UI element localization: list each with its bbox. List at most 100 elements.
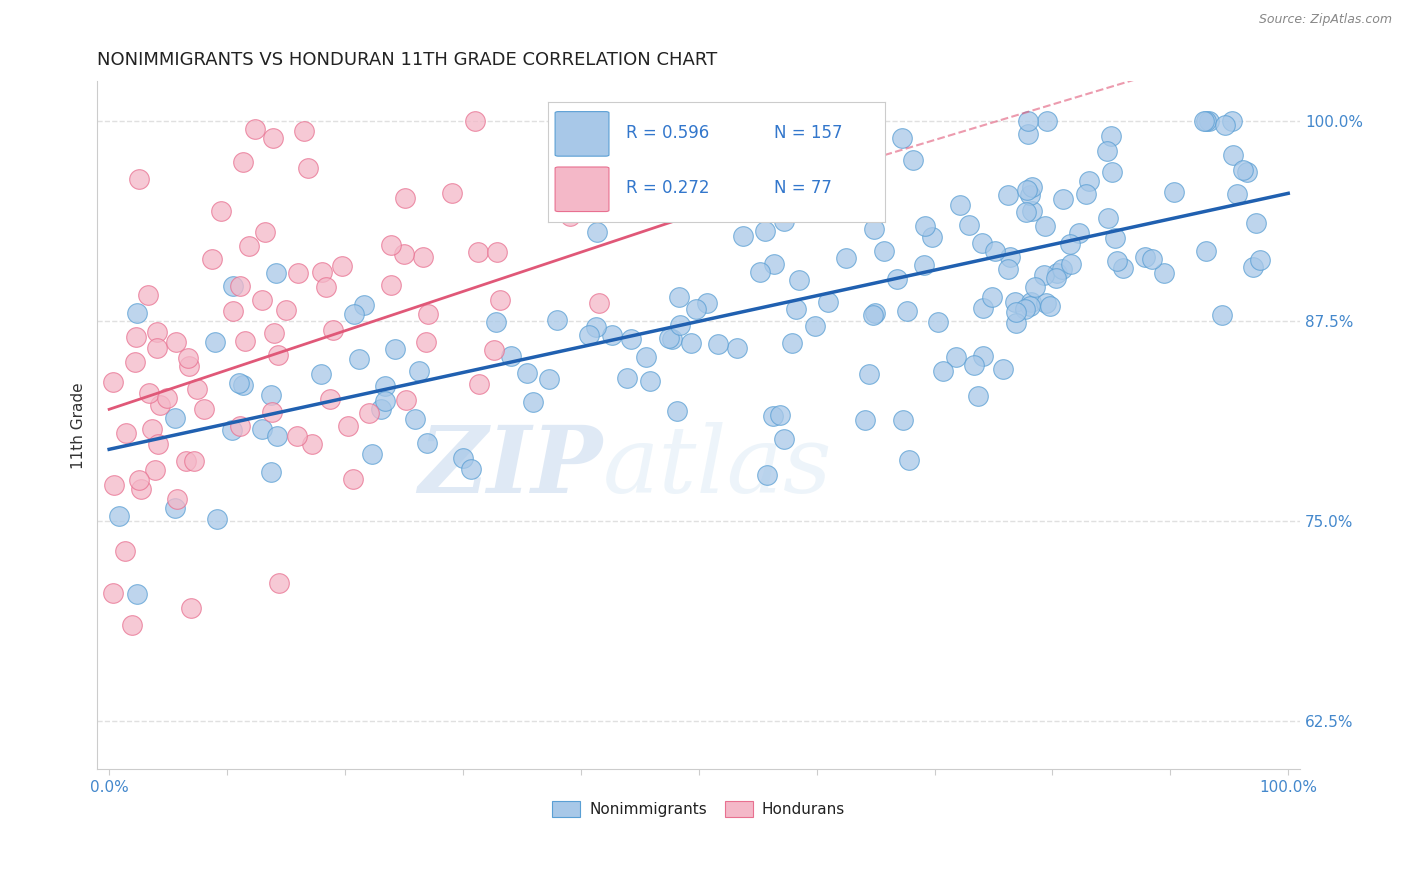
Point [762, 409, 785, 423]
Point [285, 429, 308, 443]
Point [468, 376, 491, 391]
Point [141, 422, 163, 436]
Point [260, 465, 283, 479]
Point [1021, 180, 1043, 194]
Point [856, 202, 879, 216]
Point [121, 618, 143, 632]
Point [370, 401, 392, 416]
Point [501, 349, 523, 363]
Point [146, 325, 169, 339]
Point [620, 332, 643, 346]
Point [231, 155, 253, 169]
Point [1163, 185, 1185, 199]
Point [415, 334, 437, 349]
Point [311, 265, 333, 279]
Point [177, 351, 200, 366]
Point [207, 512, 229, 526]
Point [252, 422, 274, 436]
Point [1142, 252, 1164, 267]
Point [1059, 237, 1081, 252]
Point [1095, 144, 1118, 158]
Text: NONIMMIGRANTS VS HONDURAN 11TH GRADE CORRELATION CHART: NONIMMIGRANTS VS HONDURAN 11TH GRADE COR… [97, 51, 717, 69]
Point [1222, 148, 1244, 162]
Point [733, 229, 755, 244]
Point [108, 508, 131, 523]
Point [1249, 253, 1271, 268]
Point [588, 296, 610, 310]
Point [309, 368, 332, 382]
Point [638, 374, 661, 388]
Point [707, 336, 730, 351]
Point [1035, 219, 1057, 233]
Point [763, 257, 786, 271]
Point [138, 385, 160, 400]
Point [1198, 114, 1220, 128]
Point [174, 454, 197, 468]
Point [129, 482, 152, 496]
Point [221, 423, 243, 437]
Point [165, 410, 187, 425]
Point [359, 406, 381, 420]
Point [546, 313, 568, 327]
Point [1195, 244, 1218, 258]
Point [166, 491, 188, 506]
Point [322, 323, 344, 337]
Point [835, 251, 858, 265]
Point [914, 219, 936, 233]
Point [124, 355, 146, 369]
Point [138, 288, 160, 302]
Point [128, 473, 150, 487]
Point [412, 250, 434, 264]
Point [661, 332, 683, 346]
Point [177, 359, 200, 374]
Point [1220, 114, 1243, 128]
Point [330, 259, 353, 273]
Point [1019, 188, 1042, 202]
Point [679, 335, 702, 350]
Point [997, 187, 1019, 202]
Point [863, 306, 886, 320]
Point [404, 412, 426, 426]
Point [269, 576, 291, 591]
Point [485, 315, 508, 329]
Point [146, 437, 169, 451]
Point [1241, 260, 1264, 274]
Point [787, 273, 810, 287]
Point [1024, 280, 1046, 294]
Point [418, 307, 440, 321]
Point [891, 131, 914, 145]
Point [980, 289, 1002, 303]
Point [1153, 266, 1175, 280]
Point [229, 419, 252, 434]
Point [1078, 174, 1101, 188]
Point [342, 472, 364, 486]
Point [103, 586, 125, 600]
Point [949, 197, 972, 211]
Point [1019, 295, 1042, 310]
Point [863, 222, 886, 236]
Point [1060, 257, 1083, 271]
Point [873, 244, 896, 259]
Point [789, 153, 811, 168]
Point [912, 258, 935, 272]
Point [967, 389, 990, 403]
Point [287, 266, 309, 280]
Point [460, 461, 482, 475]
Point [408, 364, 430, 378]
Point [233, 334, 256, 348]
Point [1036, 114, 1059, 128]
Point [578, 328, 600, 343]
Point [395, 393, 418, 408]
Point [263, 326, 285, 340]
Point [165, 501, 187, 516]
Point [114, 544, 136, 558]
Point [204, 334, 226, 349]
Point [931, 363, 953, 377]
Point [1211, 308, 1233, 322]
Point [1112, 261, 1135, 276]
Point [522, 395, 544, 409]
Point [785, 301, 807, 316]
Point [250, 293, 273, 308]
Point [392, 247, 415, 261]
Point [1104, 230, 1126, 244]
